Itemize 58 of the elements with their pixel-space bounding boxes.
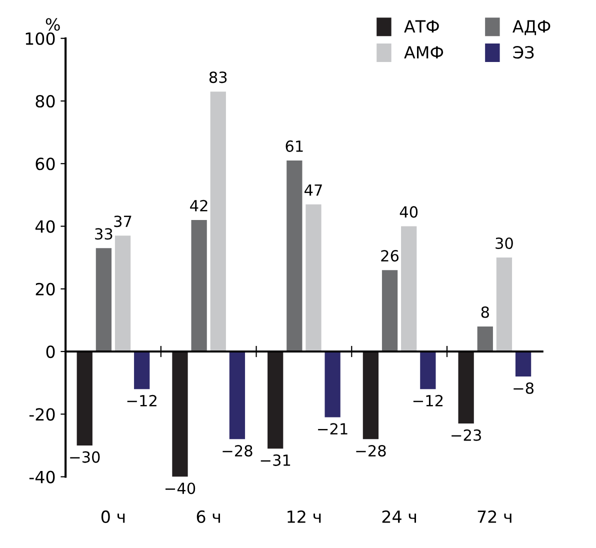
bar xyxy=(324,352,340,418)
y-tick-label: 80 xyxy=(36,94,55,108)
bar xyxy=(268,352,284,449)
y-tick-label: 0 xyxy=(46,345,55,358)
bar xyxy=(362,352,379,440)
bar xyxy=(76,352,92,446)
data-label: 42 xyxy=(190,200,208,212)
data-label: −12 xyxy=(413,394,443,406)
x-tick-label: 0 ч xyxy=(101,510,125,523)
x-tick-label: 24 ч xyxy=(382,510,416,523)
y-axis-title: % xyxy=(46,18,60,31)
data-label: 61 xyxy=(286,140,303,152)
data-label: 26 xyxy=(381,250,399,262)
legend-label: АДФ xyxy=(512,20,550,36)
data-label: −30 xyxy=(70,451,100,463)
y-tick-label: 100 xyxy=(26,32,55,45)
bar xyxy=(210,92,226,352)
bar xyxy=(458,352,474,424)
data-label: −31 xyxy=(260,454,290,466)
x-tick-label: 72 ч xyxy=(478,510,512,523)
bar xyxy=(96,248,112,352)
data-label: 30 xyxy=(496,237,513,250)
x-tick-label: 6 ч xyxy=(196,510,220,523)
bar xyxy=(286,160,302,352)
data-label: 33 xyxy=(95,228,112,240)
data-label: 47 xyxy=(304,184,322,196)
bar xyxy=(191,220,207,352)
bar xyxy=(172,352,188,477)
data-label: −23 xyxy=(452,429,481,441)
data-label: −8 xyxy=(514,382,534,394)
bar xyxy=(477,326,493,352)
bar xyxy=(229,352,246,440)
bar xyxy=(515,352,532,377)
data-label: −21 xyxy=(318,423,348,434)
data-label: 8 xyxy=(481,306,489,318)
y-tick-label: -40 xyxy=(29,470,55,484)
bar xyxy=(420,352,436,390)
data-label: 83 xyxy=(209,72,227,84)
data-label: 37 xyxy=(114,216,132,228)
data-label: −40 xyxy=(165,482,196,494)
legend-label: ЭЗ xyxy=(513,46,534,59)
y-tick-label: -20 xyxy=(29,408,55,421)
bar xyxy=(496,258,512,352)
y-tick-label: 40 xyxy=(35,220,55,233)
bar xyxy=(401,226,417,352)
legend-label: АТФ xyxy=(404,20,439,32)
y-tick-label: 20 xyxy=(36,282,55,296)
data-label: −28 xyxy=(222,445,252,457)
bar xyxy=(134,352,150,390)
bar xyxy=(306,204,322,352)
data-label: −28 xyxy=(356,445,386,457)
x-tick-label: 12 ч xyxy=(288,510,321,523)
data-label: 40 xyxy=(400,206,418,218)
bar xyxy=(382,270,398,352)
y-tick-label: 60 xyxy=(36,158,55,170)
bar xyxy=(114,236,131,352)
legend-label: АМФ xyxy=(404,46,444,58)
data-label: −12 xyxy=(127,394,156,406)
